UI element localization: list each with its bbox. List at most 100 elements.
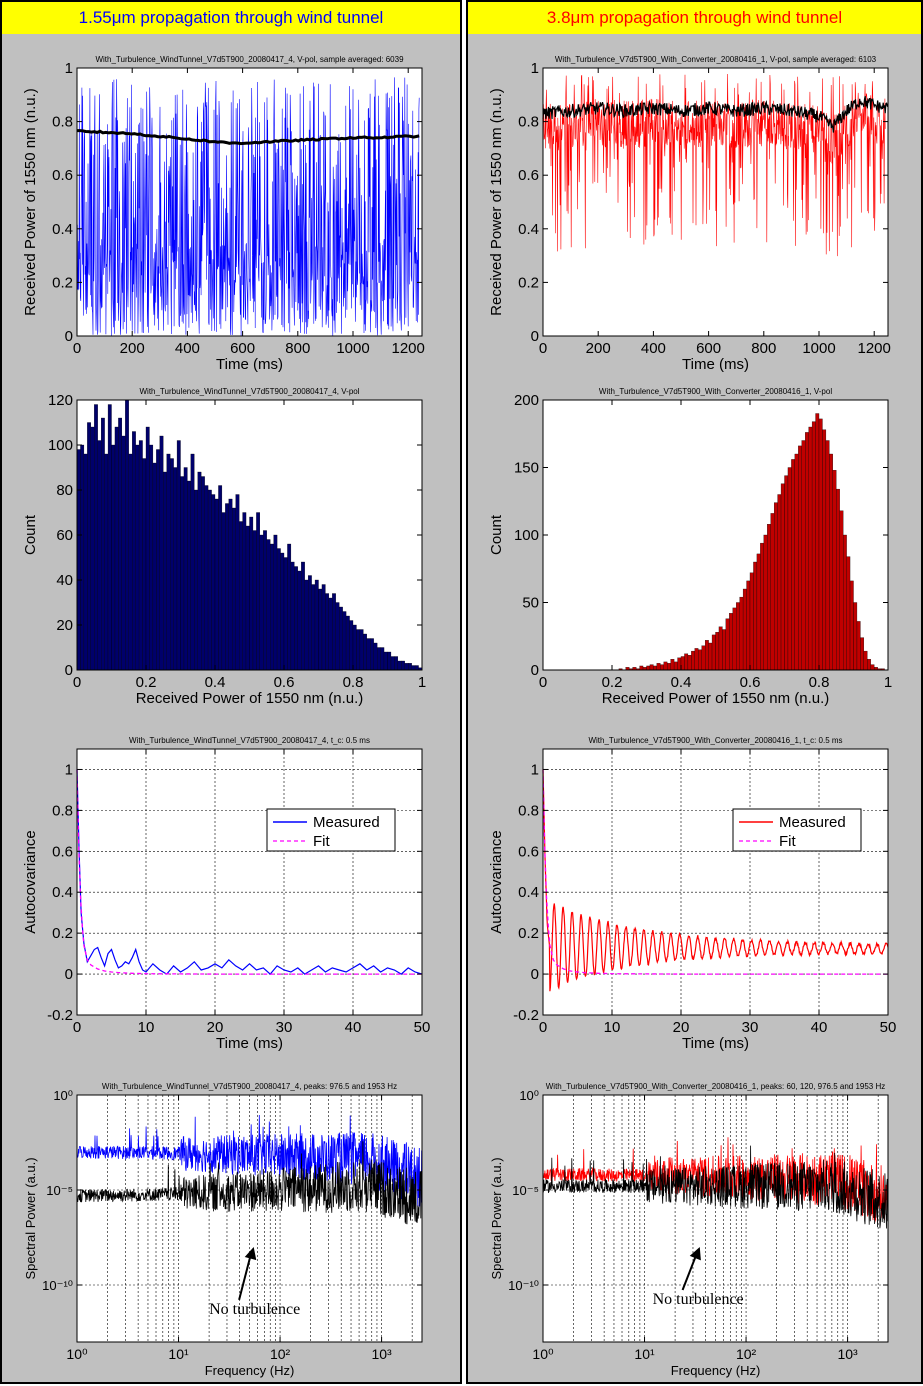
x-tick-label: 0.8	[809, 674, 830, 691]
histogram-bar	[725, 618, 730, 671]
histogram-bar	[101, 417, 105, 671]
histogram-bar	[211, 494, 216, 671]
histogram-bar	[784, 475, 789, 671]
x-axis-label: Received Power of 1550 nm (n.u.)	[136, 690, 364, 707]
histogram-bar	[345, 615, 350, 671]
histogram-bar	[394, 656, 398, 671]
histogram-bar	[660, 664, 664, 671]
annotation-label: No turbulence	[653, 1291, 744, 1308]
histogram-bar	[746, 580, 751, 671]
x-axis-label: Time (ms)	[682, 356, 749, 373]
histogram-bar	[663, 661, 668, 671]
plot-border	[76, 748, 423, 1016]
x-axis-label: Frequency (Hz)	[205, 1363, 295, 1378]
histogram-bar	[280, 552, 285, 671]
x-tick-label: 10¹	[168, 1346, 189, 1362]
y-tick-label: 1	[531, 761, 539, 778]
y-tick-label: 200	[514, 392, 539, 409]
legend-measured-label: Measured	[313, 814, 380, 831]
histogram-bar	[366, 638, 371, 671]
y-tick-label: 10⁻⁵	[512, 1183, 539, 1198]
histogram-bar	[121, 435, 126, 671]
histogram-bar	[722, 629, 726, 671]
histogram-bar	[204, 485, 209, 671]
y-axis-label: Count	[22, 514, 39, 555]
histogram-bar	[311, 584, 316, 671]
histogram-bar	[342, 611, 347, 671]
x-tick-label: 800	[751, 340, 776, 357]
x-tick-label: 30	[742, 1019, 759, 1036]
y-tick-label: 0.6	[518, 843, 539, 860]
histogram-bar	[715, 632, 720, 671]
histogram-bar	[780, 483, 785, 671]
y-tick-label: 0.2	[52, 274, 73, 291]
y-tick-label: 0.8	[52, 802, 73, 819]
histogram-bar	[753, 561, 758, 671]
y-tick-label: 40	[56, 572, 73, 589]
x-tick-label: 0	[73, 674, 81, 691]
histogram-bar	[687, 655, 692, 671]
histogram-bar	[180, 476, 185, 671]
histogram-bar	[756, 553, 761, 671]
y-tick-label: 0.4	[518, 221, 539, 238]
histogram-bar	[297, 570, 302, 671]
plot-border	[542, 1094, 889, 1343]
x-tick-label: 200	[586, 340, 611, 357]
y-tick-label: 0	[531, 966, 539, 983]
histogram-bar	[307, 575, 312, 671]
histogram-bar	[318, 588, 323, 671]
measured-series	[542, 769, 889, 992]
histogram-bar	[770, 513, 775, 671]
x-tick-label: 10⁰	[532, 1346, 554, 1362]
histogram-bar	[787, 467, 792, 671]
x-tick-label: 0.2	[136, 674, 157, 691]
histogram-bar	[649, 664, 654, 671]
histogram-bar	[815, 413, 820, 671]
autocovariance-chart: With_Turbulence_V7d5T900_With_Converter_…	[488, 736, 896, 1052]
histogram-bar	[739, 596, 744, 671]
histogram-bar	[287, 543, 292, 671]
y-tick-label: 120	[48, 392, 73, 409]
y-axis-label: Spectral Power (a.u.)	[23, 1157, 38, 1279]
histogram-bar	[673, 661, 678, 671]
x-tick-label: 1	[884, 674, 892, 691]
y-tick-label: 100	[514, 527, 539, 544]
histogram-bar	[263, 530, 267, 671]
legend-box	[266, 808, 396, 852]
x-tick-label: 20	[207, 1019, 224, 1036]
x-axis-label: Frequency (Hz)	[671, 1363, 761, 1378]
right-charts: With_Turbulence_V7d5T900_With_Converter_…	[488, 55, 896, 1378]
x-tick-label: 0	[539, 1019, 547, 1036]
histogram-bar	[225, 503, 229, 671]
x-tick-label: 0	[73, 340, 81, 357]
histogram-bar	[173, 467, 178, 671]
legend-measured-label: Measured	[779, 814, 846, 831]
histogram-bar	[842, 534, 847, 671]
y-axis-label: Autocovariance	[22, 830, 39, 933]
histogram-bar	[370, 638, 374, 671]
histogram-bar	[718, 626, 723, 671]
y-tick-label: 0.4	[52, 884, 73, 901]
chart-subtitle: With_Turbulence_WindTunnel_V7d5T900_2008…	[102, 1082, 397, 1091]
plot-border	[76, 67, 423, 337]
histogram-bar	[729, 613, 733, 671]
histogram-bar	[698, 649, 702, 671]
histogram-bar	[142, 458, 147, 671]
histogram-bar	[111, 444, 116, 671]
spectrum-chart: With_Turbulence_V7d5T900_With_Converter_…	[489, 1082, 889, 1378]
y-tick-label: 150	[514, 460, 539, 477]
plot-border	[76, 1094, 423, 1343]
y-axis-label: Received Power of 1550 nm (n.u.)	[22, 88, 39, 316]
histogram-bar	[304, 579, 309, 671]
histogram-bar	[266, 539, 271, 671]
histogram-bar	[397, 660, 402, 671]
fit-series	[542, 769, 888, 975]
histogram-bar	[390, 656, 395, 671]
histogram-bar	[132, 431, 136, 671]
chart-subtitle: With_Turbulence_V7d5T900_With_Converter_…	[588, 736, 842, 745]
y-axis-label: Count	[488, 514, 505, 555]
ticks	[542, 67, 888, 337]
noisy-signal-series	[76, 77, 420, 336]
histogram-bar	[214, 498, 219, 671]
ticks	[542, 1094, 888, 1342]
